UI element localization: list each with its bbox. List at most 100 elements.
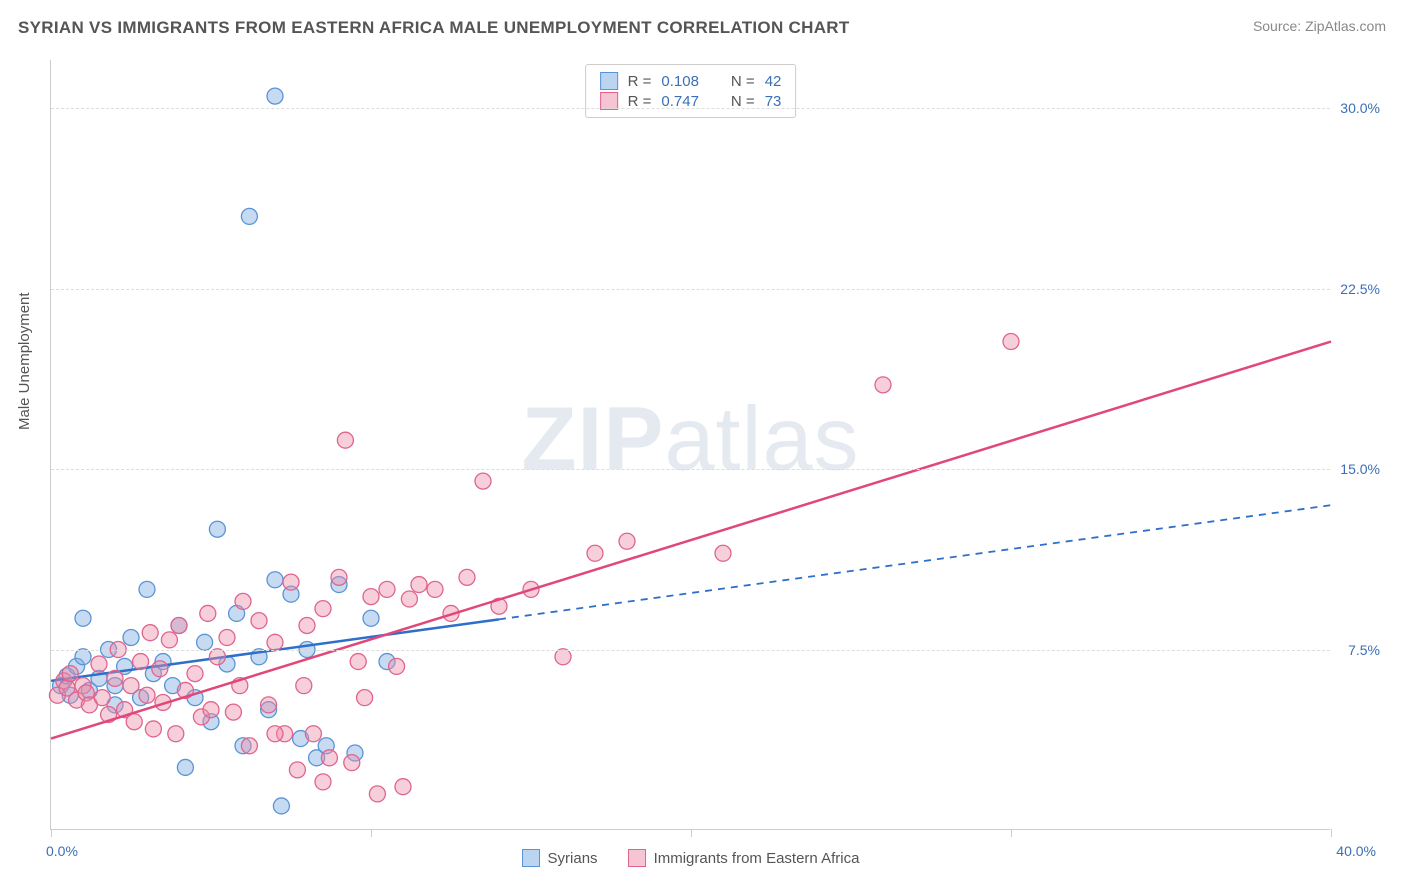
x-tick [51, 829, 52, 837]
data-point [241, 208, 257, 224]
data-point [459, 569, 475, 585]
y-tick-label: 30.0% [1335, 100, 1380, 116]
legend-n-value: 42 [765, 73, 782, 90]
data-point [139, 581, 155, 597]
x-tick [1331, 829, 1332, 837]
legend-swatch [628, 849, 646, 867]
data-point [344, 755, 360, 771]
x-axis-min-label: 0.0% [46, 843, 78, 859]
data-point [350, 654, 366, 670]
data-point [331, 569, 347, 585]
data-point [107, 670, 123, 686]
legend-bottom-label: Syrians [548, 850, 598, 867]
data-point [145, 721, 161, 737]
legend-n-label: N = [731, 73, 755, 90]
data-point [283, 574, 299, 590]
data-point [91, 656, 107, 672]
data-point [75, 610, 91, 626]
gridline [51, 289, 1330, 290]
data-point [200, 605, 216, 621]
x-axis-max-label: 40.0% [1336, 843, 1376, 859]
data-point [289, 762, 305, 778]
y-tick-label: 22.5% [1335, 281, 1380, 297]
y-tick-label: 7.5% [1335, 642, 1380, 658]
legend-r-label: R = [628, 93, 652, 110]
data-point [379, 581, 395, 597]
legend-r-value: 0.747 [661, 93, 699, 110]
data-point [555, 649, 571, 665]
data-point [267, 88, 283, 104]
data-point [619, 533, 635, 549]
data-point [203, 702, 219, 718]
data-point [177, 759, 193, 775]
legend-bottom: Syrians Immigrants from Eastern Africa [522, 849, 860, 867]
data-point [337, 432, 353, 448]
data-point [171, 617, 187, 633]
data-point [1003, 334, 1019, 350]
source-attribution: Source: ZipAtlas.com [1253, 18, 1386, 34]
data-point [273, 798, 289, 814]
data-point [389, 658, 405, 674]
data-point [126, 714, 142, 730]
data-point [267, 634, 283, 650]
data-point [94, 690, 110, 706]
data-point [427, 581, 443, 597]
gridline [51, 108, 1330, 109]
data-point [187, 666, 203, 682]
data-point [62, 666, 78, 682]
y-tick-label: 15.0% [1335, 461, 1380, 477]
y-axis-label: Male Unemployment [16, 292, 33, 430]
x-tick [371, 829, 372, 837]
legend-n-label: N = [731, 93, 755, 110]
data-point [363, 589, 379, 605]
plot-area: ZIPatlas R = 0.108 N = 42 R = 0.747 N = … [50, 60, 1330, 830]
data-point [251, 613, 267, 629]
trend-line-dashed [499, 505, 1331, 619]
legend-swatch [522, 849, 540, 867]
data-point [315, 601, 331, 617]
data-point [267, 572, 283, 588]
data-point [296, 678, 312, 694]
data-point [123, 630, 139, 646]
legend-r-label: R = [628, 73, 652, 90]
data-point [142, 625, 158, 641]
chart-title: SYRIAN VS IMMIGRANTS FROM EASTERN AFRICA… [18, 18, 850, 38]
chart-svg [51, 60, 1330, 829]
data-point [261, 697, 277, 713]
legend-top-row: R = 0.108 N = 42 [600, 71, 782, 91]
data-point [715, 545, 731, 561]
data-point [123, 678, 139, 694]
legend-bottom-label: Immigrants from Eastern Africa [654, 850, 860, 867]
legend-bottom-item: Syrians [522, 849, 598, 867]
data-point [161, 632, 177, 648]
data-point [225, 704, 241, 720]
data-point [241, 738, 257, 754]
data-point [875, 377, 891, 393]
data-point [209, 649, 225, 665]
data-point [475, 473, 491, 489]
data-point [267, 726, 283, 742]
data-point [321, 750, 337, 766]
data-point [299, 617, 315, 633]
legend-top: R = 0.108 N = 42 R = 0.747 N = 73 [585, 64, 797, 118]
data-point [363, 610, 379, 626]
gridline [51, 469, 1330, 470]
data-point [357, 690, 373, 706]
data-point [133, 654, 149, 670]
legend-bottom-item: Immigrants from Eastern Africa [628, 849, 860, 867]
data-point [75, 649, 91, 665]
legend-swatch [600, 72, 618, 90]
data-point [315, 774, 331, 790]
data-point [139, 687, 155, 703]
data-point [197, 634, 213, 650]
data-point [219, 630, 235, 646]
legend-r-value: 0.108 [661, 73, 699, 90]
data-point [411, 577, 427, 593]
data-point [587, 545, 603, 561]
data-point [305, 726, 321, 742]
data-point [152, 661, 168, 677]
data-point [369, 786, 385, 802]
trend-line-solid [51, 342, 1331, 739]
data-point [235, 593, 251, 609]
data-point [401, 591, 417, 607]
